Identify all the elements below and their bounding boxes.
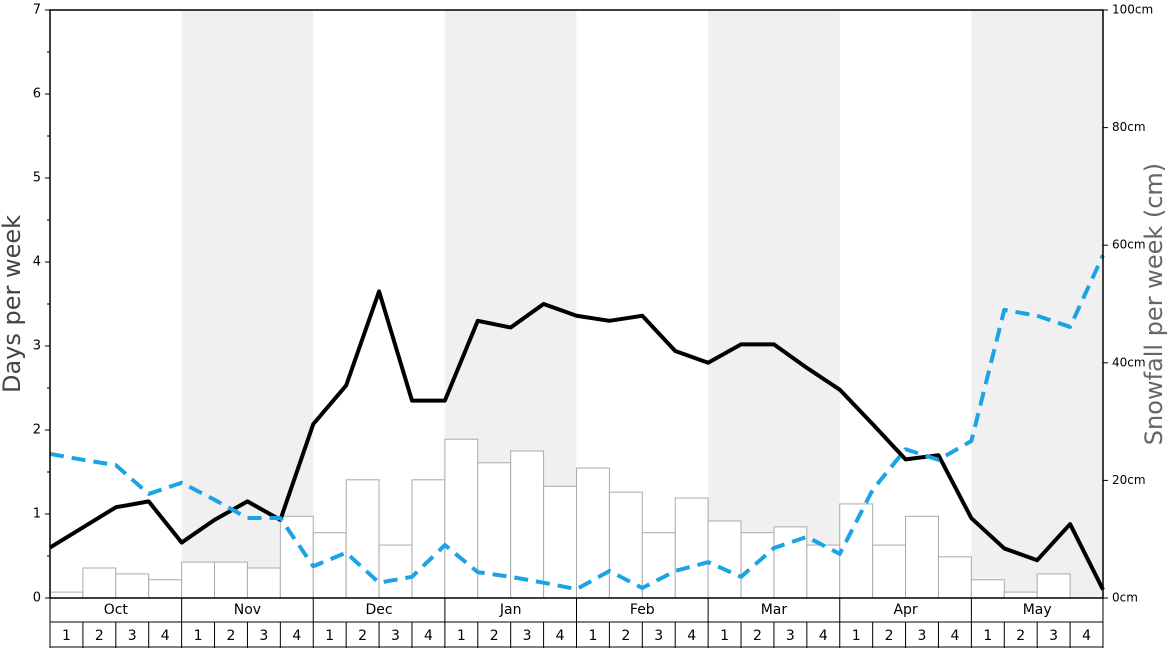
week-label: 3 <box>786 628 795 644</box>
week-label: 1 <box>720 628 729 644</box>
month-label: Dec <box>366 602 393 618</box>
bar <box>543 485 577 599</box>
week-label: 4 <box>819 628 828 644</box>
bar <box>1036 573 1071 599</box>
bar <box>937 556 972 599</box>
week-label: 4 <box>556 628 565 644</box>
week-label: 3 <box>391 628 400 644</box>
week-label: 2 <box>227 628 236 644</box>
week-label: 1 <box>62 628 71 644</box>
week-label: 4 <box>424 628 433 644</box>
y-tick-label: 3 <box>33 339 41 354</box>
week-label: 4 <box>687 628 696 644</box>
bar <box>905 515 939 599</box>
week-label: 2 <box>490 628 499 644</box>
month-label: May <box>1023 602 1052 618</box>
bar <box>49 591 84 599</box>
week-label: 3 <box>654 628 663 644</box>
bar <box>740 532 775 599</box>
month-label: Mar <box>761 602 788 618</box>
y2-tick-label: 100cm <box>1112 3 1153 17</box>
bar <box>411 479 446 599</box>
y-tick-label: 0 <box>33 591 41 606</box>
week-label: 3 <box>128 628 137 644</box>
week-label: 1 <box>852 628 861 644</box>
y2-tick-label: 40cm <box>1112 355 1146 369</box>
y-tick-label: 5 <box>33 171 41 186</box>
bar <box>970 579 1005 599</box>
week-label: 1 <box>194 628 203 644</box>
week-label: 2 <box>885 628 894 644</box>
month-label: Feb <box>630 602 655 618</box>
week-label: 4 <box>950 628 959 644</box>
week-label: 4 <box>1082 628 1091 644</box>
week-label: 3 <box>1049 628 1058 644</box>
week-label: 2 <box>1016 628 1025 644</box>
y-tick-label: 4 <box>33 255 41 270</box>
week-label: 3 <box>523 628 532 644</box>
week-label: 4 <box>292 628 301 644</box>
week-label: 1 <box>457 628 466 644</box>
week-label: 2 <box>621 628 630 644</box>
bar <box>181 561 216 599</box>
week-label: 3 <box>259 628 268 644</box>
week-label: 4 <box>161 628 170 644</box>
y2-axis-label: Snowfall per week (cm) <box>1140 163 1168 445</box>
bar <box>707 520 742 599</box>
month-label: Oct <box>104 602 129 618</box>
month-band <box>971 10 1103 598</box>
y2-tick-label: 80cm <box>1112 120 1146 134</box>
y-tick-label: 6 <box>33 87 41 102</box>
week-label: 1 <box>325 628 334 644</box>
month-band <box>708 10 840 598</box>
y2-tick-label: 20cm <box>1112 473 1146 487</box>
y-tick-label: 1 <box>33 507 41 522</box>
bar <box>279 515 314 599</box>
bar <box>148 579 183 599</box>
bar <box>608 491 643 599</box>
week-label: 2 <box>358 628 367 644</box>
y-tick-label: 2 <box>33 423 41 438</box>
y2-tick-label: 0cm <box>1112 591 1138 605</box>
month-label: Jan <box>499 602 522 618</box>
week-label: 1 <box>588 628 597 644</box>
bar <box>214 561 248 599</box>
bar <box>641 532 676 599</box>
bar <box>115 573 150 599</box>
week-label: 2 <box>753 628 762 644</box>
bar <box>1003 591 1038 599</box>
bar <box>674 497 709 599</box>
week-label: 1 <box>983 628 992 644</box>
bar <box>82 567 117 599</box>
month-label: Nov <box>234 602 261 618</box>
month-label: Apr <box>893 602 917 618</box>
month-band <box>181 10 314 598</box>
line <box>49 254 1105 592</box>
y-axis-label: Days per week <box>0 215 26 393</box>
week-label: 3 <box>918 628 927 644</box>
bar <box>444 438 479 599</box>
bar <box>872 544 907 599</box>
bar <box>576 467 610 599</box>
bar <box>378 544 413 599</box>
bar <box>246 567 281 599</box>
y2-tick-label: 60cm <box>1112 238 1146 252</box>
y-tick-label: 7 <box>33 3 41 18</box>
week-label: 2 <box>95 628 104 644</box>
